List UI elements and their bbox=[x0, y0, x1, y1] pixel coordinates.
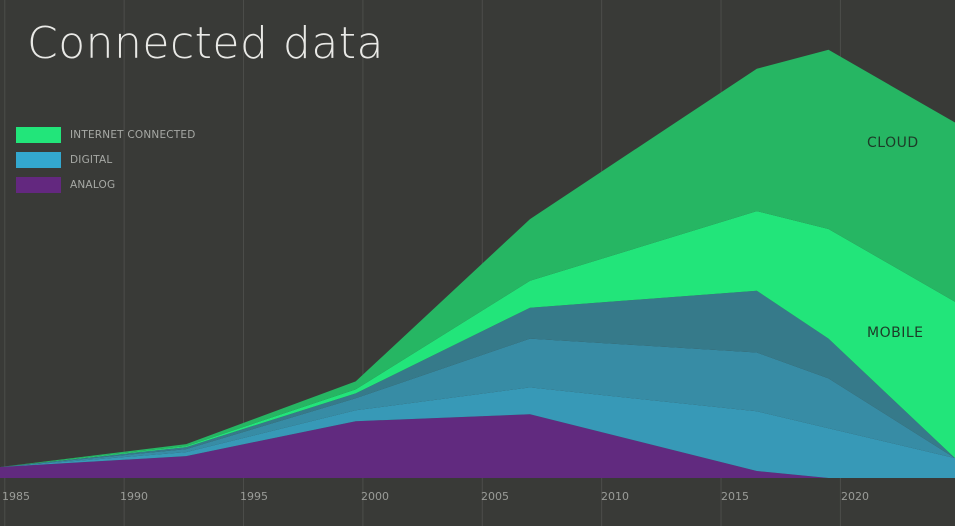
legend-label: ANALOG bbox=[70, 178, 116, 191]
legend-swatch-analog bbox=[16, 176, 61, 193]
x-tick-label: 2000 bbox=[361, 490, 389, 503]
x-tick-label: 2010 bbox=[601, 490, 629, 503]
legend-item-internet-connected: INTERNET CONNECTED bbox=[16, 122, 196, 147]
area-digital-3 bbox=[0, 290, 955, 467]
legend-label: DIGITAL bbox=[70, 153, 113, 166]
legend-swatch-digital bbox=[16, 151, 61, 168]
x-tick-label: 2015 bbox=[721, 490, 749, 503]
legend-swatch-internet-connected bbox=[16, 126, 61, 143]
x-tick-label: 2005 bbox=[481, 490, 509, 503]
area-digital-1 bbox=[0, 387, 955, 478]
x-tick-label: 2020 bbox=[841, 490, 869, 503]
annotation-cloud: CLOUD bbox=[867, 135, 919, 151]
x-tick-label: 1990 bbox=[120, 490, 148, 503]
chart-title: Connected data bbox=[27, 18, 385, 69]
annotation-mobile: MOBILE bbox=[867, 325, 924, 341]
area-cloud-5 bbox=[0, 49, 955, 468]
legend: INTERNET CONNECTED DIGITAL ANALOG bbox=[16, 122, 196, 197]
area-analog-0 bbox=[0, 414, 955, 478]
legend-item-analog: ANALOG bbox=[16, 172, 196, 197]
area-mobile-4 bbox=[0, 211, 955, 467]
area-digital-2 bbox=[0, 338, 955, 467]
legend-item-digital: DIGITAL bbox=[16, 147, 196, 172]
x-tick-label: 1995 bbox=[240, 490, 268, 503]
x-tick-label: 1985 bbox=[2, 490, 30, 503]
stacked-areas bbox=[0, 49, 955, 478]
legend-label: INTERNET CONNECTED bbox=[70, 128, 196, 141]
